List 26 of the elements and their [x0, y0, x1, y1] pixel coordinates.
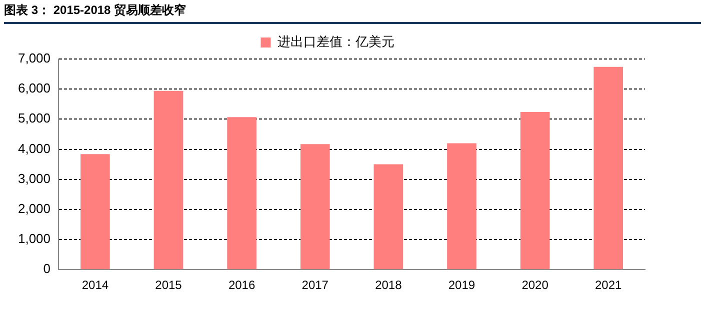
chart-title: 图表 3： 2015-2018 贸易顺差收窄: [4, 2, 701, 24]
bar: [80, 154, 110, 270]
bar: [594, 66, 624, 270]
x-tick-label: 2016: [228, 278, 256, 292]
x-tick-label: 2018: [375, 278, 402, 292]
y-tick-label: 6,000: [18, 80, 51, 96]
bar: [227, 117, 256, 270]
bar: [300, 144, 330, 270]
x-tick-label: 2019: [448, 278, 476, 292]
y-tick-label: 0: [43, 261, 51, 276]
x-tick-label: 2014: [82, 278, 109, 292]
y-tick-label: 7,000: [18, 50, 51, 66]
y-tick-label: 1,000: [18, 231, 51, 246]
y-tick-label: 4,000: [18, 140, 51, 156]
y-tick-label: 5,000: [18, 110, 51, 126]
bar: [154, 90, 184, 270]
legend-label: 进出口差值：亿美元: [277, 34, 394, 50]
bar: [520, 112, 550, 270]
y-tick-label: 2,000: [18, 201, 51, 216]
x-tick-label: 2021: [594, 278, 622, 292]
x-tick-label: 2020: [522, 278, 549, 292]
y-tick-label: 3,000: [18, 170, 51, 186]
x-tick-label: 2015: [155, 278, 182, 292]
x-tick-label: 2017: [302, 278, 329, 292]
bar: [374, 164, 404, 270]
bar: [447, 143, 476, 270]
